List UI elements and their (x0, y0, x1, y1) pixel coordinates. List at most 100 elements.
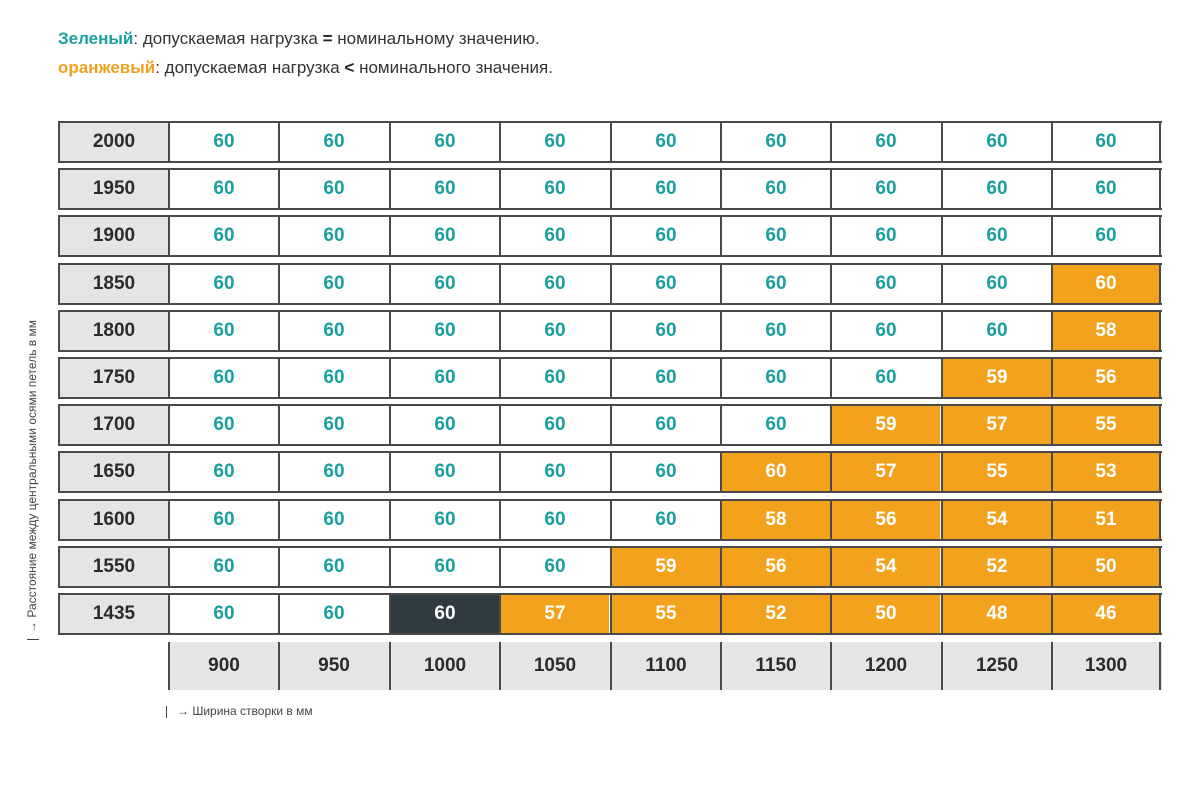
table-cell: 60 (278, 123, 388, 161)
y-axis-arrow-icon: → (25, 621, 39, 633)
table-row: 1600 60 60 60 60 60 58 56 54 51 (58, 499, 1162, 541)
table-cell: 59 (941, 359, 1051, 397)
table-cell: 60 (389, 548, 499, 586)
table-cell: 57 (499, 595, 609, 633)
table-cell: 60 (389, 359, 499, 397)
table-cell: 52 (720, 595, 830, 633)
table-cell: 50 (1051, 548, 1161, 586)
column-header: 1150 (720, 642, 830, 690)
table-cell: 60 (941, 265, 1051, 303)
table-cell: 60 (610, 501, 720, 539)
table-row: 1435 60 60 60 57 55 52 50 48 46 (58, 593, 1162, 635)
legend-orange-tail: номинального значения. (354, 58, 553, 77)
table-cell: 60 (499, 312, 609, 350)
table-cell: 60 (610, 170, 720, 208)
table-row: 1550 60 60 60 60 59 56 54 52 50 (58, 546, 1162, 588)
table-cell: 60 (389, 501, 499, 539)
table-cell: 52 (941, 548, 1051, 586)
table-cell: 60 (830, 170, 940, 208)
table-cell: 60 (278, 548, 388, 586)
table-cell: 57 (941, 406, 1051, 444)
table-cell: 60 (830, 359, 940, 397)
table-cell: 60 (168, 123, 278, 161)
table-cell: 56 (830, 501, 940, 539)
row-header: 1700 (58, 406, 168, 444)
table-cell: 55 (941, 453, 1051, 491)
table-cell: 60 (389, 453, 499, 491)
column-header: 950 (278, 642, 388, 690)
table-row: 1850 60 60 60 60 60 60 60 60 60 (58, 263, 1162, 305)
table-row: 2000 60 60 60 60 60 60 60 60 60 (58, 121, 1162, 163)
table-cell: 60 (389, 595, 499, 633)
table-cell: 51 (1051, 501, 1161, 539)
table-cell: 60 (168, 170, 278, 208)
table-cell: 60 (610, 359, 720, 397)
table-cell: 59 (830, 406, 940, 444)
table-cell: 60 (830, 312, 940, 350)
x-axis-arrow-icon: → (177, 704, 189, 718)
row-header: 1900 (58, 217, 168, 255)
table-cell: 60 (168, 595, 278, 633)
legend-less-symbol: < (344, 58, 355, 77)
x-axis-label-text: Ширина створки в мм (192, 704, 313, 718)
table-cell: 60 (941, 123, 1051, 161)
table-cell: 60 (720, 359, 830, 397)
column-header: 1100 (610, 642, 720, 690)
table-row: 1900 60 60 60 60 60 60 60 60 60 (58, 215, 1162, 257)
table-cell: 60 (168, 312, 278, 350)
row-header: 1850 (58, 265, 168, 303)
table-cell: 60 (389, 170, 499, 208)
row-header: 1650 (58, 453, 168, 491)
table-cell: 60 (720, 312, 830, 350)
table-row: 1950 60 60 60 60 60 60 60 60 60 (58, 168, 1162, 210)
table-cell: 60 (1051, 265, 1161, 303)
legend-green-tail: номинальному значению. (332, 29, 540, 48)
table-cell: 54 (830, 548, 940, 586)
y-axis-label-text: Расстояние между центральными осями пете… (25, 320, 39, 618)
table-cell: 60 (168, 453, 278, 491)
column-header: 1000 (389, 642, 499, 690)
table-cell: 60 (168, 359, 278, 397)
table-row: 1650 60 60 60 60 60 60 57 55 53 (58, 451, 1162, 493)
column-header: 900 (168, 642, 278, 690)
legend-orange-line: оранжевый: допускаемая нагрузка < номина… (58, 53, 553, 82)
x-axis-tick (166, 705, 167, 718)
table-cell: 60 (610, 453, 720, 491)
table-cell: 60 (830, 217, 940, 255)
column-header-row: 900 950 1000 1050 1100 1150 1200 1250 1300 (168, 642, 1162, 690)
legend: Зеленый: допускаемая нагрузка = номиналь… (58, 24, 553, 82)
table-cell: 60 (499, 359, 609, 397)
table-cell: 60 (830, 265, 940, 303)
legend-orange-text: : допускаемая нагрузка (155, 58, 345, 77)
table-cell: 60 (610, 406, 720, 444)
table-cell: 60 (941, 170, 1051, 208)
table-cell: 60 (278, 170, 388, 208)
row-header: 1550 (58, 548, 168, 586)
table-cell: 50 (830, 595, 940, 633)
table-cell: 60 (278, 501, 388, 539)
table-cell: 60 (168, 501, 278, 539)
table-cell: 60 (720, 453, 830, 491)
table-cell: 60 (610, 217, 720, 255)
table-cell: 60 (1051, 217, 1161, 255)
table-cell: 60 (1051, 170, 1161, 208)
row-header: 1800 (58, 312, 168, 350)
table-cell: 60 (278, 265, 388, 303)
x-axis-label: → Ширина створки в мм (166, 704, 313, 718)
table-cell: 60 (278, 359, 388, 397)
row-header: 1950 (58, 170, 168, 208)
table-cell: 60 (499, 123, 609, 161)
row-header: 1600 (58, 501, 168, 539)
row-header: 1750 (58, 359, 168, 397)
table-cell: 60 (278, 406, 388, 444)
table-cell: 60 (168, 548, 278, 586)
table-cell: 60 (499, 217, 609, 255)
table-cell: 57 (830, 453, 940, 491)
table-cell: 60 (499, 453, 609, 491)
legend-green-word: Зеленый (58, 29, 134, 48)
table-cell: 60 (499, 501, 609, 539)
table-cell: 60 (278, 595, 388, 633)
table-cell: 55 (610, 595, 720, 633)
legend-orange-word: оранжевый (58, 58, 156, 77)
table-cell: 60 (168, 406, 278, 444)
